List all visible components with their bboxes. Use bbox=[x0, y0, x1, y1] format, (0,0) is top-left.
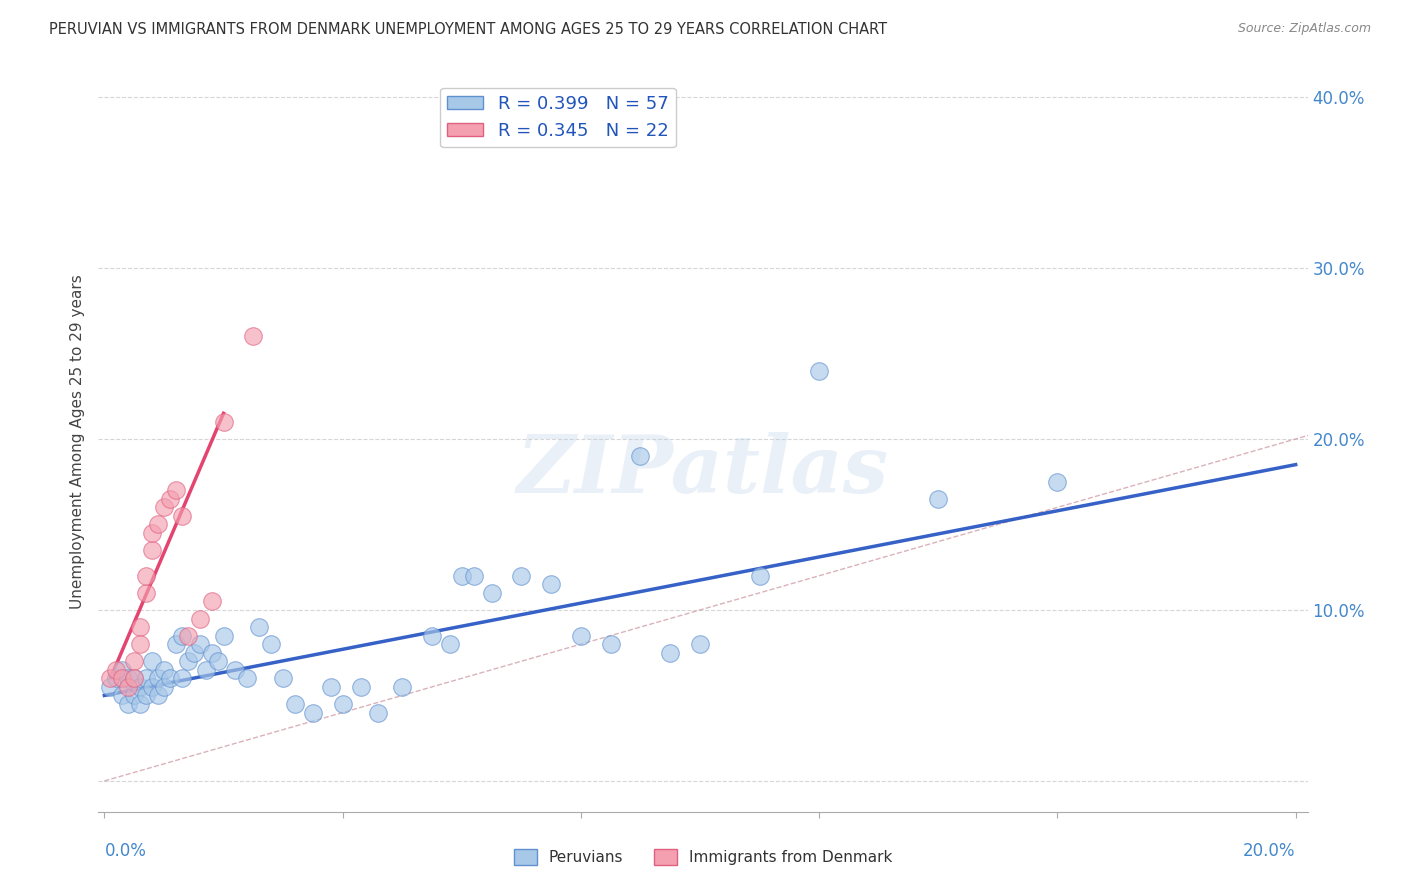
Point bbox=[153, 500, 176, 515]
Point bbox=[129, 680, 152, 694]
Point bbox=[170, 508, 193, 523]
Point bbox=[117, 671, 139, 685]
Point bbox=[98, 680, 121, 694]
Point bbox=[111, 689, 134, 703]
Point bbox=[129, 697, 152, 711]
Point bbox=[141, 680, 163, 694]
Point bbox=[105, 671, 128, 685]
Point bbox=[146, 671, 169, 685]
Point bbox=[1046, 475, 1069, 489]
Point bbox=[481, 586, 503, 600]
Point bbox=[135, 689, 157, 703]
Point bbox=[153, 680, 176, 694]
Point bbox=[927, 491, 949, 506]
Text: Source: ZipAtlas.com: Source: ZipAtlas.com bbox=[1237, 22, 1371, 36]
Point bbox=[748, 568, 770, 582]
Y-axis label: Unemployment Among Ages 25 to 29 years: Unemployment Among Ages 25 to 29 years bbox=[69, 274, 84, 609]
Point bbox=[260, 637, 283, 651]
Point bbox=[689, 637, 711, 651]
Point bbox=[135, 671, 157, 685]
Point bbox=[194, 663, 217, 677]
Point bbox=[599, 637, 621, 651]
Text: ZIPatlas: ZIPatlas bbox=[517, 433, 889, 510]
Text: PERUVIAN VS IMMIGRANTS FROM DENMARK UNEMPLOYMENT AMONG AGES 25 TO 29 YEARS CORRE: PERUVIAN VS IMMIGRANTS FROM DENMARK UNEM… bbox=[49, 22, 887, 37]
Point bbox=[117, 680, 139, 694]
Point bbox=[463, 568, 485, 582]
Point bbox=[569, 629, 592, 643]
Point bbox=[165, 637, 187, 651]
Point bbox=[159, 671, 181, 685]
Point bbox=[129, 620, 152, 634]
Point bbox=[177, 629, 200, 643]
Point bbox=[510, 568, 533, 582]
Point bbox=[659, 646, 682, 660]
Point bbox=[170, 629, 193, 643]
Point bbox=[165, 483, 187, 498]
Point bbox=[207, 654, 229, 668]
Point bbox=[236, 671, 259, 685]
Point bbox=[135, 568, 157, 582]
Point bbox=[247, 620, 270, 634]
Point bbox=[630, 449, 652, 463]
Point bbox=[212, 629, 235, 643]
Point bbox=[242, 329, 264, 343]
Point bbox=[111, 663, 134, 677]
Point bbox=[177, 654, 200, 668]
Point bbox=[212, 415, 235, 429]
Point bbox=[808, 363, 831, 377]
Point bbox=[188, 611, 211, 625]
Point bbox=[111, 671, 134, 685]
Point bbox=[540, 577, 562, 591]
Point bbox=[183, 646, 205, 660]
Point bbox=[146, 517, 169, 532]
Point bbox=[349, 680, 371, 694]
Point bbox=[135, 586, 157, 600]
Point bbox=[200, 594, 222, 608]
Point bbox=[302, 706, 325, 720]
Point bbox=[159, 491, 181, 506]
Point bbox=[105, 663, 128, 677]
Point bbox=[146, 689, 169, 703]
Point bbox=[332, 697, 354, 711]
Point bbox=[129, 637, 152, 651]
Point bbox=[224, 663, 246, 677]
Point bbox=[271, 671, 294, 685]
Point bbox=[188, 637, 211, 651]
Text: 0.0%: 0.0% bbox=[104, 842, 146, 860]
Point bbox=[420, 629, 443, 643]
Point bbox=[122, 671, 145, 685]
Legend: R = 0.399   N = 57, R = 0.345   N = 22: R = 0.399 N = 57, R = 0.345 N = 22 bbox=[440, 87, 676, 147]
Point bbox=[439, 637, 461, 651]
Point bbox=[141, 543, 163, 558]
Text: 20.0%: 20.0% bbox=[1243, 842, 1296, 860]
Point bbox=[170, 671, 193, 685]
Point bbox=[122, 671, 145, 685]
Point bbox=[122, 689, 145, 703]
Point bbox=[367, 706, 389, 720]
Point bbox=[141, 526, 163, 541]
Point bbox=[284, 697, 307, 711]
Point bbox=[153, 663, 176, 677]
Point bbox=[122, 654, 145, 668]
Point bbox=[141, 654, 163, 668]
Legend: Peruvians, Immigrants from Denmark: Peruvians, Immigrants from Denmark bbox=[508, 843, 898, 871]
Point bbox=[117, 697, 139, 711]
Point bbox=[391, 680, 413, 694]
Point bbox=[200, 646, 222, 660]
Point bbox=[450, 568, 472, 582]
Point bbox=[319, 680, 342, 694]
Point bbox=[98, 671, 121, 685]
